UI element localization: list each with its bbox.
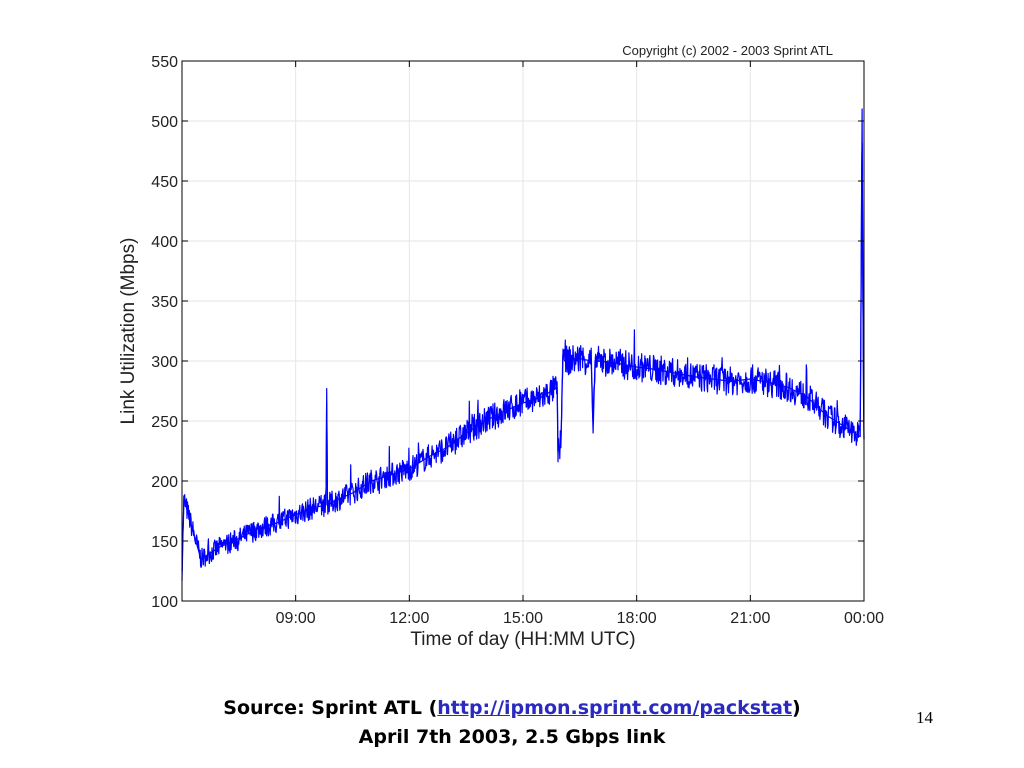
- y-tick-label: 500: [151, 114, 178, 131]
- x-axis-title: Time of day (HH:MM UTC): [410, 629, 635, 650]
- y-tick-label: 450: [151, 174, 178, 191]
- x-tick-label: 21:00: [730, 610, 770, 627]
- source-prefix: Source: Sprint ATL (: [223, 697, 438, 719]
- chart-copyright: Copyright (c) 2002 - 2003 Sprint ATL: [622, 43, 833, 58]
- y-tick-label: 550: [151, 54, 178, 71]
- x-tick-label: 09:00: [276, 610, 316, 627]
- date-caption: April 7th 2003, 2.5 Gbps link: [358, 726, 666, 748]
- series-layer: [181, 108, 865, 581]
- source-suffix: ): [792, 697, 801, 719]
- x-tick-label: 15:00: [503, 610, 543, 627]
- tick-marks: [182, 60, 865, 602]
- page-number: 14: [916, 708, 933, 727]
- source-caption: Source: Sprint ATL (http://ipmon.sprint.…: [0, 694, 1024, 752]
- y-tick-label: 200: [151, 474, 178, 491]
- series-line-texture: [181, 142, 865, 581]
- y-tick-label: 400: [151, 234, 178, 251]
- y-axis-title: Link Utilization (Mbps): [118, 238, 139, 425]
- x-tick-label: 12:00: [389, 610, 429, 627]
- y-tick-label: 350: [151, 294, 178, 311]
- source-line: Source: Sprint ATL (http://ipmon.sprint.…: [0, 694, 1024, 723]
- y-tick-label: 250: [151, 414, 178, 431]
- x-tick-label: 18:00: [617, 610, 657, 627]
- x-tick-label: 00:00: [844, 610, 884, 627]
- utilization-chart: Copyright (c) 2002 - 2003 Sprint ATL 100…: [118, 43, 884, 650]
- y-tick-label: 150: [151, 534, 178, 551]
- tick-labels: 100 150 200 250 300 350 400 450 500 550 09:00 12:00…: [151, 54, 884, 627]
- series-line: [181, 108, 865, 572]
- source-link[interactable]: http://ipmon.sprint.com/packstat: [437, 697, 793, 719]
- y-tick-label: 100: [151, 594, 178, 611]
- grid-lines: [182, 61, 864, 601]
- y-tick-label: 300: [151, 354, 178, 371]
